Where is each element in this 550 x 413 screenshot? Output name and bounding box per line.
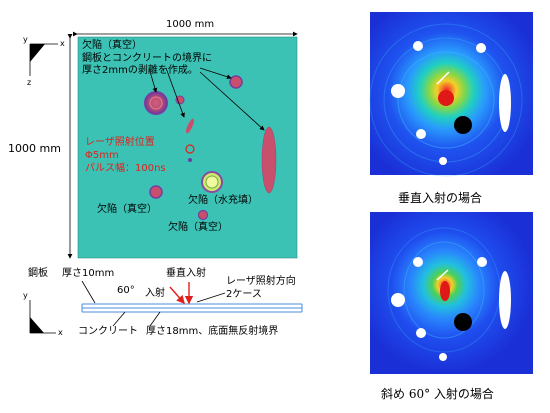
axis-symbol-top bbox=[29, 43, 58, 76]
simulation-oblique bbox=[370, 212, 533, 374]
axis-x-label-bottom: x bbox=[58, 328, 63, 337]
vertical-incident-label: 垂直入射 bbox=[166, 268, 206, 279]
laser-direction-line2: 2ケース bbox=[226, 289, 262, 300]
defect-bottom bbox=[197, 209, 209, 221]
height-dimension-label: 1000 mm bbox=[8, 142, 61, 155]
concrete-label: コンクリート bbox=[78, 326, 138, 337]
steel-plate bbox=[77, 36, 298, 259]
defect-long-ellipse bbox=[261, 126, 277, 194]
axis-x-label-top: x bbox=[60, 39, 65, 48]
defect-top-right bbox=[229, 75, 243, 89]
axis-y-label-top: y bbox=[23, 35, 28, 44]
defect-small-center bbox=[175, 95, 185, 105]
concrete-desc-label: 厚さ18mm、底面無反射境界 bbox=[146, 326, 279, 337]
steel-label: 鋼板 bbox=[28, 268, 48, 279]
caption-vertical-case: 垂直入射の場合 bbox=[398, 191, 483, 205]
incident-label: 入射 bbox=[145, 288, 165, 299]
laser-direction-line1: レーザ照射方向 bbox=[226, 276, 296, 287]
laser-pulse-label: パルス幅：100ns bbox=[85, 163, 166, 174]
angle-label: 60° bbox=[117, 285, 135, 296]
axis-z-label-top: z bbox=[27, 78, 32, 87]
cross-section bbox=[81, 303, 303, 313]
simulation-vertical bbox=[369, 12, 533, 177]
delamination-note-line2: 厚さ2mmの剥離を作成。 bbox=[82, 65, 198, 76]
delamination-note-line1: 鋼板とコンクリートの境界に bbox=[82, 53, 212, 64]
defect-large-left bbox=[144, 91, 168, 115]
defect-vacuum-bottom-label: 欠陥（真空） bbox=[168, 222, 228, 233]
defect-vacuum-left-label: 欠陥（真空） bbox=[97, 204, 157, 215]
defect-vacuum-title: 欠陥（真空） bbox=[82, 40, 142, 51]
oblique-incident-arrow bbox=[169, 286, 185, 305]
width-dimension-label: 1000 mm bbox=[166, 19, 215, 30]
caption-oblique-case: 斜め 60° 入射の場合 bbox=[381, 387, 494, 401]
axis-symbol-bottom bbox=[29, 300, 56, 334]
defect-water-label: 欠陥（水充填） bbox=[188, 195, 258, 206]
laser-diameter-label: Φ5mm bbox=[85, 150, 119, 161]
axis-y-label-bottom: y bbox=[23, 291, 28, 300]
defect-slim-ellipse bbox=[185, 118, 195, 134]
laser-position-label: レーザ照射位置 bbox=[85, 137, 155, 148]
laser-position-marker bbox=[185, 144, 195, 154]
steel-thickness-label: 厚さ10mm bbox=[62, 268, 115, 279]
defect-left-lower bbox=[149, 185, 163, 199]
defect-tiny bbox=[188, 158, 192, 162]
